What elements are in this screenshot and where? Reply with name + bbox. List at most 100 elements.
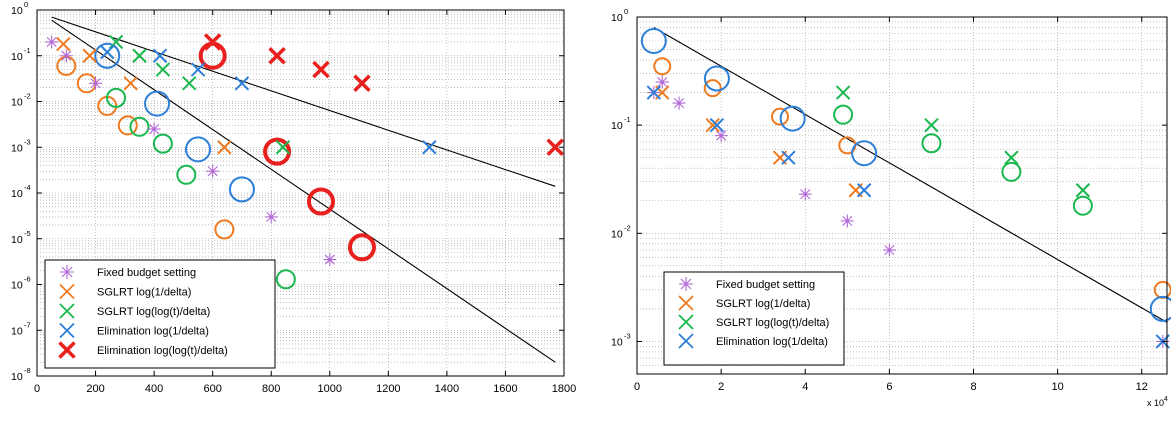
circle-marker <box>703 79 722 98</box>
legend: Fixed budget setting SGLRT log(1/delta) SG… <box>663 271 845 366</box>
x-tick-label: 600 <box>203 383 221 395</box>
data-point <box>323 253 337 267</box>
y-tick-exponent: -2 <box>624 223 631 232</box>
circle-marker <box>703 65 730 92</box>
circle-marker <box>94 42 121 69</box>
legend-marker <box>58 341 76 359</box>
data-point <box>835 85 851 100</box>
x-tick-label: 800 <box>262 383 280 395</box>
data-point <box>45 35 59 49</box>
circle-marker <box>921 133 942 154</box>
legend-marker <box>678 333 694 349</box>
y-tick-label: 10 <box>11 188 23 200</box>
circle-marker <box>185 136 212 163</box>
data-point <box>217 140 232 155</box>
circle-marker <box>833 104 854 125</box>
y-tick-exponent: 0 <box>24 0 28 9</box>
x-tick-label: 0 <box>34 383 40 395</box>
circle-marker <box>152 133 173 154</box>
circle-marker <box>779 105 806 132</box>
y-tick-label: 10 <box>11 371 23 383</box>
y-tick-exponent: -3 <box>624 331 631 340</box>
chart-left: 0 200 400 600 800 1000 1200 1400 1600 180010010-1… <box>11 0 576 395</box>
x-tick-label: 1400 <box>435 383 459 395</box>
legend-marker <box>59 322 75 339</box>
y-tick-exponent: -2 <box>24 92 31 101</box>
x-tick-label: 12 <box>1136 381 1148 393</box>
legend-box <box>663 271 845 366</box>
legend-label: SGLRT log(1/delta) <box>97 287 191 299</box>
data-point <box>1004 150 1019 165</box>
data-point <box>655 75 669 89</box>
data-point <box>924 117 939 133</box>
y-tick-exponent: -6 <box>24 275 31 284</box>
data-point <box>840 214 854 228</box>
circle-marker <box>653 57 672 76</box>
y-tick-label: 10 <box>11 325 23 337</box>
legend-label: SGLRT log(log(t)/delta) <box>97 306 210 318</box>
data-point <box>709 117 725 133</box>
circle-marker <box>144 90 171 117</box>
axes-frame <box>636 16 1168 375</box>
data-point <box>234 76 250 91</box>
x-tick-label: 1800 <box>552 383 576 395</box>
circle-marker <box>129 116 150 137</box>
data-point <box>275 140 291 155</box>
trend-line <box>51 16 556 187</box>
x-tick-label: 4 <box>802 381 808 393</box>
circle-marker <box>263 137 292 166</box>
data-point <box>781 150 796 165</box>
y-tick-label: 10 <box>11 142 23 154</box>
data-point <box>264 210 278 224</box>
data-point <box>132 48 147 63</box>
x-tick-label: 8 <box>970 381 976 393</box>
data-point <box>882 243 896 257</box>
data-point <box>203 33 222 51</box>
circle-marker <box>117 115 138 136</box>
y-tick-label: 10 <box>611 336 623 348</box>
y-tick-label: 10 <box>11 280 23 292</box>
data-point <box>422 140 437 155</box>
circle-marker <box>306 187 335 216</box>
data-point <box>672 96 686 110</box>
data-point <box>268 47 286 65</box>
legend-marker <box>678 314 694 330</box>
y-tick-label: 10 <box>11 5 23 17</box>
legend-label: Elimination log(1/delta) <box>97 326 209 338</box>
data-point <box>182 76 197 91</box>
y-tick-exponent: -1 <box>24 46 31 55</box>
legend-marker <box>59 283 75 300</box>
circle-marker <box>1001 161 1022 182</box>
data-point <box>546 138 564 156</box>
x-tick-label: 6 <box>886 381 892 393</box>
data-point <box>100 44 115 60</box>
legend-marker <box>59 303 75 319</box>
circle-marker <box>347 233 376 262</box>
legend-marker <box>60 265 74 279</box>
legend-box <box>44 259 276 369</box>
y-tick-exponent: -1 <box>624 115 631 124</box>
circle-marker <box>214 219 235 240</box>
data-point <box>856 183 872 198</box>
x-tick-label: 1600 <box>493 383 517 395</box>
y-tick-label: 10 <box>611 120 623 132</box>
y-tick-label: 10 <box>11 51 23 63</box>
circle-marker <box>275 269 296 290</box>
legend-label: Fixed budget setting <box>97 267 196 279</box>
legend-label: Elimination log(1/delta) <box>716 336 828 348</box>
data-point <box>147 122 161 136</box>
y-tick-exponent: -4 <box>24 183 31 192</box>
legend-marker <box>679 277 693 291</box>
data-point <box>152 48 168 63</box>
x-tick-label: 200 <box>86 383 104 395</box>
x-multiplier: x 10 <box>1147 398 1164 408</box>
data-point <box>82 48 97 63</box>
data-point <box>155 62 171 77</box>
data-point <box>312 60 330 79</box>
circle-marker <box>771 107 790 126</box>
x-tick-label: 400 <box>145 383 163 395</box>
y-tick-label: 10 <box>11 97 23 109</box>
y-tick-exponent: 0 <box>624 7 628 16</box>
x-tick-label: 1200 <box>376 383 400 395</box>
